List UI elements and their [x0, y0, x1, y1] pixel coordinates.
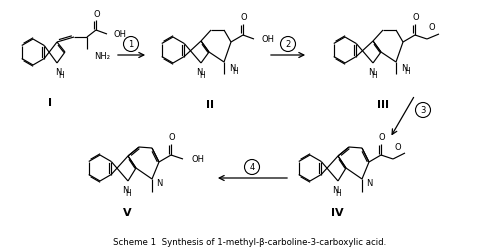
Text: N: N — [332, 186, 338, 194]
Text: H: H — [232, 66, 238, 75]
Text: N: N — [122, 186, 128, 194]
Text: III: III — [377, 100, 389, 110]
Text: I: I — [48, 98, 52, 108]
Text: H: H — [58, 70, 64, 79]
Text: H: H — [125, 188, 131, 197]
Text: V: V — [122, 208, 132, 218]
Text: H: H — [335, 188, 341, 197]
Text: NH₂: NH₂ — [94, 52, 110, 61]
Text: O: O — [394, 142, 402, 151]
Text: 3: 3 — [420, 106, 426, 115]
Text: II: II — [206, 100, 214, 110]
Text: H: H — [404, 66, 410, 75]
Text: O: O — [412, 12, 420, 21]
Text: OH: OH — [261, 35, 274, 44]
Text: 2: 2 — [286, 40, 290, 49]
Text: H: H — [199, 70, 205, 79]
Text: OH: OH — [113, 29, 126, 39]
Text: O: O — [240, 12, 248, 21]
Text: O: O — [428, 22, 436, 32]
Text: N: N — [366, 179, 372, 187]
Text: O: O — [168, 132, 175, 141]
Text: N: N — [196, 67, 202, 76]
Text: N: N — [368, 67, 374, 76]
Text: 4: 4 — [250, 163, 254, 172]
Text: N: N — [401, 63, 407, 72]
Text: OH: OH — [191, 154, 204, 164]
Text: N: N — [229, 63, 235, 72]
Text: N: N — [55, 67, 61, 76]
Text: O: O — [94, 9, 100, 18]
Text: IV: IV — [330, 208, 344, 218]
Text: N: N — [156, 179, 162, 187]
Text: 1: 1 — [128, 40, 134, 49]
Text: Scheme 1  Synthesis of 1-methyl-β-carboline-3-carboxylic acid.: Scheme 1 Synthesis of 1-methyl-β-carboli… — [114, 238, 386, 247]
Text: O: O — [378, 132, 386, 141]
Text: H: H — [371, 70, 377, 79]
